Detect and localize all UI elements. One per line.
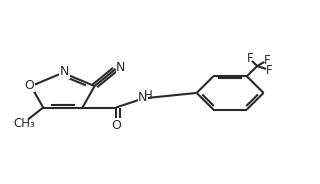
Text: F: F: [264, 54, 271, 67]
Text: N: N: [138, 91, 147, 105]
Text: O: O: [111, 119, 121, 132]
Text: H: H: [144, 89, 152, 102]
Text: N: N: [116, 61, 125, 75]
Text: CH₃: CH₃: [13, 117, 35, 130]
Text: F: F: [266, 64, 273, 77]
Text: F: F: [247, 52, 253, 65]
Text: N: N: [60, 66, 69, 78]
Text: O: O: [24, 79, 34, 92]
